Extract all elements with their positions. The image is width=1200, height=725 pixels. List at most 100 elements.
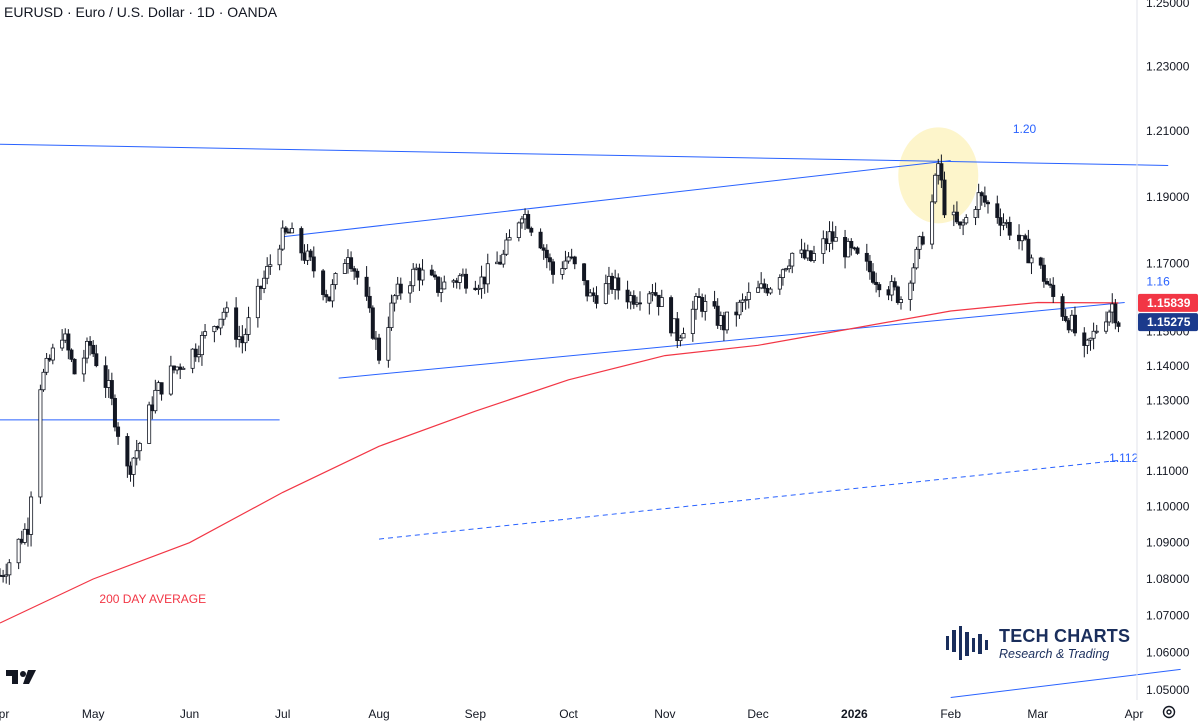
- candle: [1063, 309, 1068, 323]
- candle: [60, 329, 65, 351]
- candle: [103, 356, 108, 398]
- trendline-bottom-right-line: [950, 668, 1181, 699]
- candle: [1113, 298, 1118, 330]
- candle: [920, 231, 925, 246]
- candle: [411, 263, 416, 292]
- annotation-label: 1.20: [1013, 122, 1037, 136]
- candle: [762, 278, 767, 293]
- price-tick-label: 1.13000: [1146, 394, 1190, 408]
- candle-down: [541, 247, 546, 251]
- candle: [181, 366, 186, 370]
- candle-up: [693, 296, 698, 310]
- candle: [159, 382, 164, 401]
- candle-up: [519, 218, 524, 224]
- candle-up: [768, 288, 773, 294]
- candle-down: [653, 292, 658, 296]
- candle: [125, 433, 130, 478]
- candle-down: [324, 294, 329, 298]
- candle-down: [867, 260, 872, 273]
- price-tick-label: 1.14000: [1146, 359, 1190, 373]
- candle: [178, 363, 183, 379]
- candle: [1023, 233, 1028, 241]
- candle: [985, 200, 990, 214]
- candle-up: [181, 367, 186, 370]
- candle: [547, 253, 552, 271]
- annotation-label: 1.16: [1146, 275, 1170, 289]
- candle: [41, 368, 46, 392]
- candle-up: [1085, 339, 1090, 346]
- time-tick-label: May: [82, 707, 105, 721]
- trendline-lower-channel: [338, 302, 1125, 379]
- candle-up: [199, 334, 204, 356]
- time-tick-label: 2026: [841, 707, 868, 721]
- candle-up: [44, 357, 49, 373]
- candle-down: [638, 302, 643, 305]
- candle-up: [501, 253, 506, 265]
- candle: [370, 305, 375, 340]
- time-tick-label: Dec: [747, 707, 768, 721]
- candle: [116, 422, 121, 445]
- candle: [283, 226, 288, 235]
- candle-up: [420, 269, 425, 281]
- candle: [408, 281, 413, 303]
- time-tick-label: Apr: [0, 707, 9, 721]
- candle: [377, 333, 382, 365]
- candle-down: [1082, 332, 1087, 346]
- candle: [961, 218, 966, 236]
- candle-up: [131, 457, 136, 475]
- price-tag-bg: [1138, 313, 1198, 332]
- candle-down: [942, 179, 947, 216]
- price-tick-label: 1.05000: [1146, 683, 1190, 697]
- candle: [321, 268, 326, 301]
- candle-down: [547, 257, 552, 263]
- candle: [131, 457, 136, 487]
- candle: [7, 559, 12, 585]
- candle-down: [1113, 303, 1118, 324]
- candle: [976, 183, 981, 219]
- candle-down: [364, 276, 369, 297]
- brand-name: TECH CHARTS: [999, 626, 1131, 646]
- candle: [625, 280, 630, 309]
- candle-up: [678, 337, 683, 342]
- candle: [218, 318, 223, 336]
- candle: [541, 244, 546, 260]
- candle: [777, 274, 782, 295]
- price-axis[interactable]: 1.250001.230001.210001.190001.170001.150…: [1136, 0, 1198, 700]
- trendline-long-horizontal-resistance: [0, 143, 1169, 166]
- candle: [72, 358, 77, 375]
- candle-down: [572, 256, 577, 265]
- candle-up: [16, 538, 21, 564]
- trendline-upper-channel: [282, 160, 951, 238]
- candle-up: [255, 285, 260, 319]
- candle-down: [66, 333, 71, 351]
- candle: [914, 246, 919, 270]
- candle: [451, 278, 456, 288]
- candle: [330, 279, 335, 308]
- candle: [964, 214, 969, 225]
- candle-up: [190, 348, 195, 369]
- candle: [659, 289, 664, 308]
- candle-up: [603, 283, 608, 304]
- time-axis[interactable]: Apr May Jun Jul Aug Sep Oct Nov Dec 2026 Feb Mar Apr…: [0, 707, 1200, 721]
- candle: [1041, 257, 1046, 288]
- candle-up: [457, 275, 462, 283]
- candle: [442, 275, 447, 290]
- candle: [725, 311, 730, 334]
- candle: [1051, 277, 1056, 304]
- candle: [22, 523, 27, 545]
- brand-tagline: Research & Trading: [999, 647, 1110, 661]
- candle-up: [961, 222, 966, 226]
- candle: [147, 401, 152, 444]
- candle: [439, 277, 444, 303]
- candle-up: [908, 282, 913, 300]
- candle: [877, 282, 882, 298]
- candle: [457, 273, 462, 290]
- candle-up: [889, 281, 894, 296]
- candle: [544, 244, 549, 269]
- settings-icon[interactable]: [1161, 704, 1177, 725]
- tradingview-logo-icon[interactable]: [6, 668, 38, 691]
- candle-up: [203, 331, 208, 336]
- candle-up: [690, 308, 695, 334]
- price-tick-label: 1.08000: [1146, 572, 1190, 586]
